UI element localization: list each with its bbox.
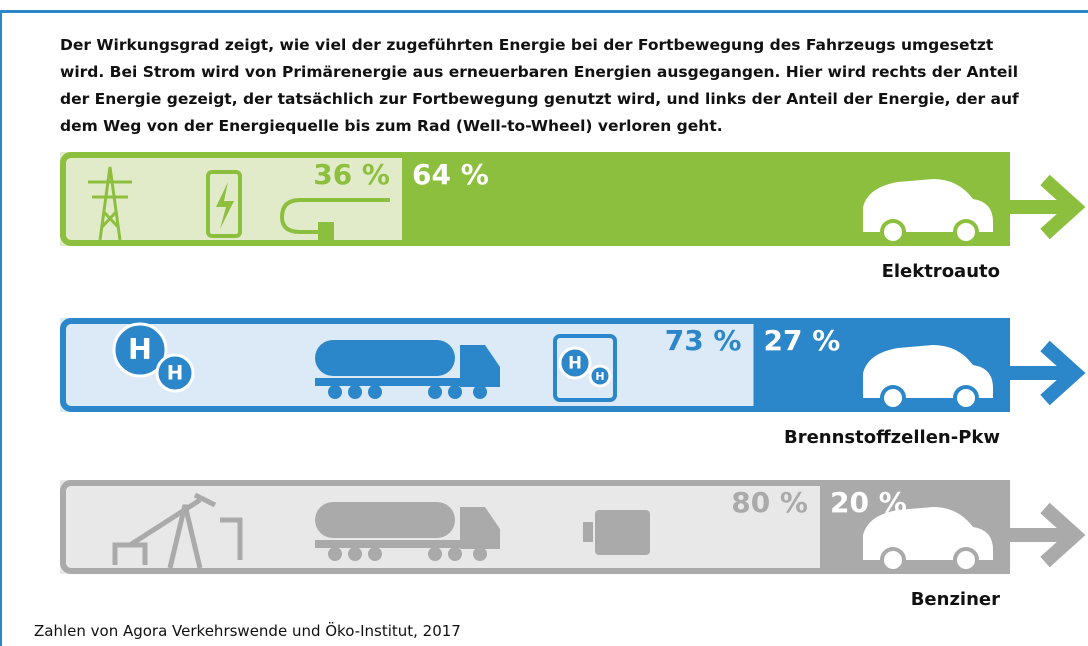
category-label: Brennstoffzellen-Pkw [784,427,1000,448]
truck-wheel [328,547,342,561]
car-icon [863,345,993,398]
h2-glyph: H [568,354,582,373]
lost-label: 73 % [665,324,742,357]
truck-base [315,378,500,386]
h2-icon [155,353,195,393]
truck-wheel [473,385,487,399]
used-label: 64 % [412,158,489,191]
h2-glyph: H [167,362,184,385]
truck-tank [315,502,455,538]
truck-wheel [428,547,442,561]
category-label: Elektroauto [882,261,1000,282]
h2-icon [558,346,592,380]
wheel [953,219,979,245]
plug-icon [279,198,390,234]
truck-tank [315,340,455,376]
h2-icon [112,322,168,378]
truck-wheel [448,385,462,399]
truck-cab [460,507,500,549]
pylon-icon [88,166,132,241]
truck-wheel [348,385,362,399]
truck-wheel [368,385,382,399]
plug [318,222,334,242]
h2-glyph: H [595,370,604,383]
truck-base [315,540,500,548]
arrow-head [1040,174,1086,240]
left-rule [0,10,2,646]
truck-wheel [428,385,442,399]
bolt [216,182,234,229]
truck-wheel [368,547,382,561]
tank-icon [553,334,617,402]
pump-icon [112,492,243,569]
lost-label: 36 % [313,158,390,191]
car-icon [863,507,993,560]
truck-cab [460,345,500,387]
wheel [880,547,906,573]
wheel [953,385,979,411]
arrow-head [1040,502,1086,568]
truck-wheel [348,547,362,561]
truck-wheel [473,547,487,561]
engine-icon [595,510,650,555]
car-icon [863,179,993,232]
bar-frame [60,480,1010,574]
h2-icon [588,364,612,388]
engine-side [583,522,593,542]
truck-wheel [328,385,342,399]
wheel [953,547,979,573]
description: Der Wirkungsgrad zeigt, wie viel der zug… [60,36,1019,135]
bar-frame [60,318,1010,412]
source: Zahlen von Agora Verkehrswende und Öko-I… [34,622,461,640]
used-label: 27 % [764,324,841,357]
wheel [880,219,906,245]
truck-wheel [448,547,462,561]
wheel [880,385,906,411]
bar-frame [60,152,1010,246]
arrow-head [1040,340,1086,406]
lost-label: 80 % [731,486,808,519]
top-rule [0,10,1088,13]
battery-icon [206,170,242,238]
h2-glyph: H [128,332,152,366]
category-label: Benziner [911,589,1000,610]
